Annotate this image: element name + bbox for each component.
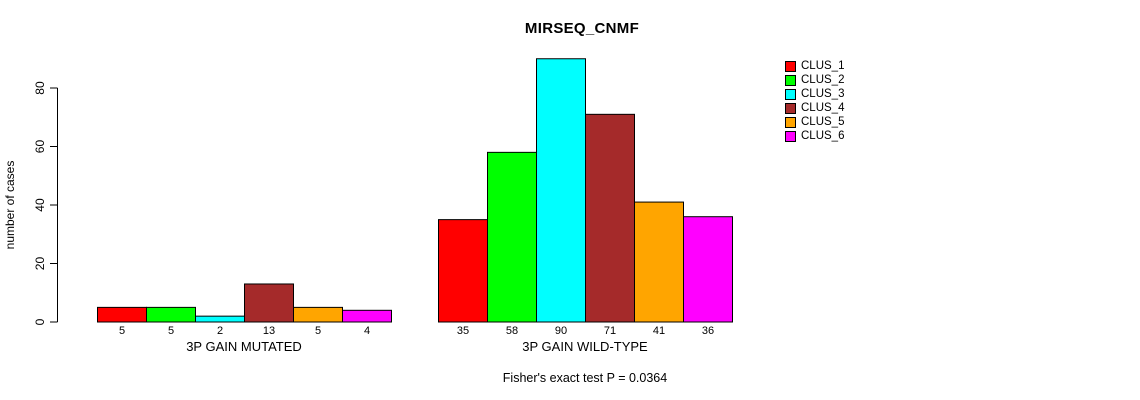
bar-CLUS_1-group2 [438,219,488,323]
bar-value-label: 5 [168,325,174,337]
legend-swatch-CLUS_1 [785,60,796,72]
y-axis-title: number of cases [3,161,17,250]
bar-CLUS_3-group2 [536,58,586,323]
legend-item-CLUS_6: CLUS_6 [785,129,844,143]
legend-swatch-CLUS_5 [785,116,796,128]
fisher-test-annotation: Fisher's exact test P = 0.0364 [502,371,668,385]
legend-swatch-CLUS_6 [785,130,796,142]
bar-CLUS_5-group2 [634,201,684,323]
bar-CLUS_2-group2 [487,151,537,323]
bar-CLUS_4-group2 [585,113,635,323]
legend-swatch-CLUS_4 [785,102,796,114]
y-tick-label: 60 [33,140,47,154]
bar-CLUS_2-group1 [146,306,196,323]
bar-CLUS_4-group1 [244,283,294,323]
bar-value-label: 36 [702,325,714,337]
legend-label: CLUS_5 [801,116,845,128]
bar-value-label: 90 [555,325,567,337]
group-axis-label: 3P GAIN WILD-TYPE [522,339,648,354]
chart-legend: CLUS_1 CLUS_2 CLUS_3 CLUS_4 CLUS_5 CLUS_6 [785,59,844,143]
y-tick-label: 20 [33,257,47,271]
bar-CLUS_1-group1 [97,306,147,323]
chart-title: MIRSEQ_CNMF [524,20,640,37]
legend-swatch-CLUS_3 [785,88,796,100]
bar-value-label: 2 [217,325,223,337]
legend-label: CLUS_6 [801,130,845,142]
y-tick-label: 40 [33,198,47,212]
bar-value-label: 4 [364,325,370,337]
y-tick-label: 0 [33,318,47,325]
legend-label: CLUS_3 [801,88,845,100]
legend-swatch-CLUS_2 [785,74,796,86]
legend-label: CLUS_1 [801,60,845,72]
legend-label: CLUS_4 [801,102,845,114]
bar-value-label: 35 [457,325,469,337]
y-tick-label: 80 [33,81,47,95]
bar-value-label: 5 [315,325,321,337]
legend-item-CLUS_3: CLUS_3 [785,87,844,101]
bar-CLUS_5-group1 [293,306,343,323]
group-axis-label: 3P GAIN MUTATED [186,339,302,354]
bar-value-label: 41 [653,325,665,337]
legend-item-CLUS_4: CLUS_4 [785,101,844,115]
legend-item-CLUS_1: CLUS_1 [785,59,844,73]
bar-CLUS_6-group2 [683,216,733,323]
bar-value-label: 71 [604,325,616,337]
legend-item-CLUS_2: CLUS_2 [785,73,844,87]
bar-CLUS_6-group1 [342,309,392,323]
bar-value-label: 5 [119,325,125,337]
bar-CLUS_3-group1 [195,315,245,323]
legend-label: CLUS_2 [801,74,845,86]
legend-item-CLUS_5: CLUS_5 [785,115,844,129]
bar-value-label: 58 [506,325,518,337]
bar-value-label: 13 [263,325,275,337]
